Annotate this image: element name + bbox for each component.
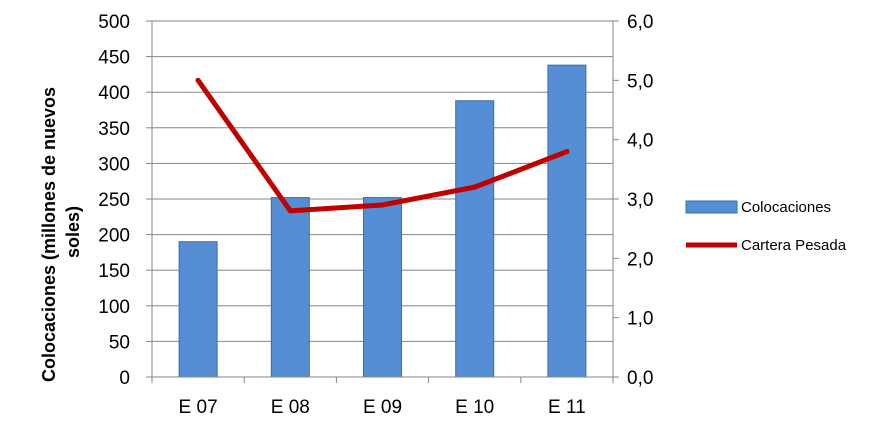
bar — [270, 197, 310, 378]
left-tick-label: 200 — [98, 226, 130, 247]
x-tick-label: E 10 — [455, 397, 494, 418]
right-tick-label: 1,0 — [627, 309, 653, 330]
right-tick-label: 3,0 — [627, 190, 653, 211]
bar — [547, 64, 587, 378]
line-point — [380, 202, 385, 208]
y-axis-label-line-2: soles) — [63, 206, 83, 258]
line-point — [472, 184, 478, 190]
right-tick-label: 2,0 — [627, 249, 653, 270]
axes — [146, 20, 619, 383]
bar-series-colocaciones — [178, 64, 587, 378]
bar — [178, 241, 218, 378]
left-tick-label: 50 — [109, 332, 130, 353]
right-axis-tick-labels: 0,0 1,0 2,0 3,0 4,0 5,0 6,0 — [627, 12, 653, 389]
legend-label-colocaciones: Colocaciones — [741, 199, 831, 216]
left-tick-label: 100 — [98, 297, 130, 318]
left-tick-label: 0 — [119, 368, 130, 389]
x-axis-tick-labels: E 07 E 08 E 09 E 10 E 11 — [179, 397, 586, 418]
y-axis-label: Colocaciones (millones de nuevos soles) — [39, 82, 83, 382]
line-point — [195, 77, 201, 83]
x-tick-label: E 08 — [271, 397, 310, 418]
right-tick-label: 4,0 — [627, 131, 653, 152]
left-tick-label: 300 — [98, 154, 130, 175]
left-axis-tick-labels: 0 50 100 150 200 250 300 350 400 450 500 — [98, 12, 130, 389]
right-tick-label: 5,0 — [627, 71, 653, 92]
left-tick-label: 250 — [98, 190, 130, 211]
left-tick-label: 350 — [98, 119, 130, 140]
line-series-cartera-pesada — [195, 77, 570, 214]
legend: Colocaciones Cartera Pesada — [685, 199, 847, 254]
legend-label-cartera-pesada: Cartera Pesada — [741, 237, 847, 254]
x-tick-label: E 11 — [548, 397, 586, 418]
cartera-pesada-line — [195, 77, 570, 214]
left-tick-label: 400 — [98, 83, 130, 104]
line-point — [564, 149, 570, 155]
x-tick-label: E 09 — [363, 397, 402, 418]
right-tick-label: 0,0 — [627, 368, 653, 389]
line-point — [287, 208, 293, 214]
bar — [363, 197, 402, 378]
x-tick-label: E 07 — [179, 397, 218, 418]
bar — [455, 100, 495, 378]
legend-swatch-colocaciones — [685, 200, 738, 214]
left-tick-label: 500 — [98, 12, 130, 33]
y-axis-label-line-1: Colocaciones (millones de nuevos — [39, 87, 59, 382]
left-tick-label: 150 — [98, 261, 130, 282]
left-tick-label: 450 — [98, 48, 130, 69]
right-tick-label: 6,0 — [627, 12, 653, 33]
